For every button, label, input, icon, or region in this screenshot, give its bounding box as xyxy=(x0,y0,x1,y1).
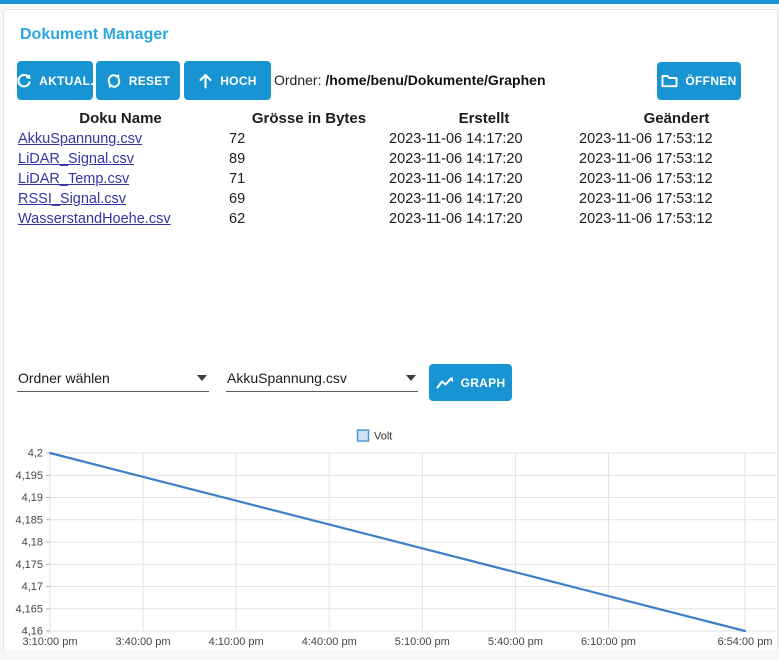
svg-text:4,17: 4,17 xyxy=(22,581,43,593)
file-name-cell: LiDAR_Temp.csv xyxy=(12,169,229,189)
svg-text:5:10:00 pm: 5:10:00 pm xyxy=(395,636,450,648)
svg-text:4,175: 4,175 xyxy=(15,559,43,571)
up-button[interactable]: HOCH xyxy=(184,61,271,100)
column-header-modified: Geändert xyxy=(643,109,710,127)
top-accent-bar xyxy=(0,0,779,4)
svg-text:4:10:00 pm: 4:10:00 pm xyxy=(209,636,264,648)
app-card: Dokument Manager AKTUAL. RESET HOCH xyxy=(3,9,778,650)
current-folder-path: Ordner: /home/benu/Dokumente/Graphen xyxy=(274,72,546,88)
page-title: Dokument Manager xyxy=(20,26,169,43)
file-select-value: AkkuSpannung.csv xyxy=(227,369,347,386)
table-row: RSSI_Signal.csv 69 2023-11-06 14:17:20 2023… xyxy=(12,189,774,209)
file-table: Doku Name Grösse in Bytes Erstellt Geänd… xyxy=(12,107,774,229)
file-link[interactable]: AkkuSpannung.csv xyxy=(18,131,143,147)
svg-text:4,18: 4,18 xyxy=(22,537,43,549)
folder-path-value: /home/benu/Dokumente/Graphen xyxy=(325,72,546,88)
table-row: AkkuSpannung.csv 72 2023-11-06 14:17:20 202… xyxy=(12,129,774,149)
file-created-cell: 2023-11-06 14:17:20 xyxy=(389,171,523,187)
file-modified-cell: 2023-11-06 17:53:12 xyxy=(579,171,713,187)
file-modified-cell: 2023-11-06 17:53:12 xyxy=(579,151,713,167)
refresh-button-label: AKTUAL. xyxy=(39,73,94,88)
table-row: LiDAR_Temp.csv 71 2023-11-06 14:17:20 2023-… xyxy=(12,169,774,189)
graph-button-label: GRAPH xyxy=(460,375,506,390)
file-link[interactable]: WasserstandHoehe.csv xyxy=(18,211,171,227)
file-modified-cell: 2023-11-06 17:53:12 xyxy=(579,191,713,207)
file-name-cell: RSSI_Signal.csv xyxy=(12,189,229,209)
open-button-label: ÖFFNEN xyxy=(685,74,737,88)
up-button-label: HOCH xyxy=(220,73,257,88)
open-button[interactable]: ÖFFNEN xyxy=(657,62,741,100)
file-size-cell: 62 xyxy=(229,211,246,227)
svg-text:6:54:00 pm: 6:54:00 pm xyxy=(717,636,772,648)
svg-text:6:10:00 pm: 6:10:00 pm xyxy=(581,636,636,648)
column-header-size: Grösse in Bytes xyxy=(251,109,367,127)
svg-text:4,165: 4,165 xyxy=(15,603,43,615)
folder-icon xyxy=(661,74,678,88)
svg-text:4,19: 4,19 xyxy=(22,492,43,504)
reset-icon xyxy=(106,73,122,89)
svg-text:4,195: 4,195 xyxy=(15,470,43,482)
file-created-cell: 2023-11-06 14:17:20 xyxy=(389,131,523,147)
folder-select-value: Ordner wählen xyxy=(18,369,110,386)
file-created-cell: 2023-11-06 14:17:20 xyxy=(389,191,523,207)
refresh-icon xyxy=(16,73,32,89)
file-table-header: Doku Name Grösse in Bytes Erstellt Geänd… xyxy=(12,107,774,129)
reset-button[interactable]: RESET xyxy=(96,61,180,100)
table-row: WasserstandHoehe.csv 62 2023-11-06 14:17:2… xyxy=(12,209,774,229)
column-header-created: Erstellt xyxy=(458,109,510,127)
file-created-cell: 2023-11-06 14:17:20 xyxy=(389,151,523,167)
svg-text:4,2: 4,2 xyxy=(28,448,43,460)
chevron-down-icon xyxy=(197,374,207,381)
table-row: LiDAR_Signal.csv 89 2023-11-06 14:17:20 202… xyxy=(12,149,774,169)
file-size-cell: 71 xyxy=(229,171,246,187)
volt-line-chart: 3:10:00 pm 3:40:00 pm 4:10:00 pm 4:40:00 pm… xyxy=(15,429,776,648)
file-name-cell: WasserstandHoehe.csv xyxy=(12,209,229,229)
arrow-up-icon xyxy=(198,73,213,89)
file-size-cell: 72 xyxy=(229,131,246,147)
column-header-name: Doku Name xyxy=(79,109,162,127)
svg-text:3:10:00 pm: 3:10:00 pm xyxy=(22,636,77,648)
chevron-down-icon xyxy=(406,374,416,381)
svg-text:4:40:00 pm: 4:40:00 pm xyxy=(302,636,357,648)
reset-button-label: RESET xyxy=(128,73,171,88)
file-name-cell: LiDAR_Signal.csv xyxy=(12,149,229,169)
file-link[interactable]: LiDAR_Signal.csv xyxy=(18,151,135,167)
file-link[interactable]: LiDAR_Temp.csv xyxy=(18,171,130,187)
svg-text:4,185: 4,185 xyxy=(15,514,43,526)
file-created-cell: 2023-11-06 14:17:20 xyxy=(389,211,523,227)
file-modified-cell: 2023-11-06 17:53:12 xyxy=(579,131,713,147)
file-size-cell: 89 xyxy=(229,151,246,167)
folder-select[interactable]: Ordner wählen xyxy=(17,366,209,392)
file-select[interactable]: AkkuSpannung.csv xyxy=(226,366,418,392)
line-chart-icon xyxy=(436,376,454,390)
refresh-button[interactable]: AKTUAL. xyxy=(16,61,94,100)
file-modified-cell: 2023-11-06 17:53:12 xyxy=(579,211,713,227)
svg-text:Volt: Volt xyxy=(374,431,392,443)
file-name-cell: AkkuSpannung.csv xyxy=(12,129,229,149)
file-size-cell: 69 xyxy=(229,191,246,207)
svg-text:5:40:00 pm: 5:40:00 pm xyxy=(488,636,543,648)
graph-button[interactable]: GRAPH xyxy=(429,364,512,401)
svg-text:3:40:00 pm: 3:40:00 pm xyxy=(116,636,171,648)
file-link[interactable]: RSSI_Signal.csv xyxy=(18,191,126,207)
folder-path-label: Ordner: xyxy=(274,72,322,88)
svg-text:4,16: 4,16 xyxy=(22,626,43,638)
